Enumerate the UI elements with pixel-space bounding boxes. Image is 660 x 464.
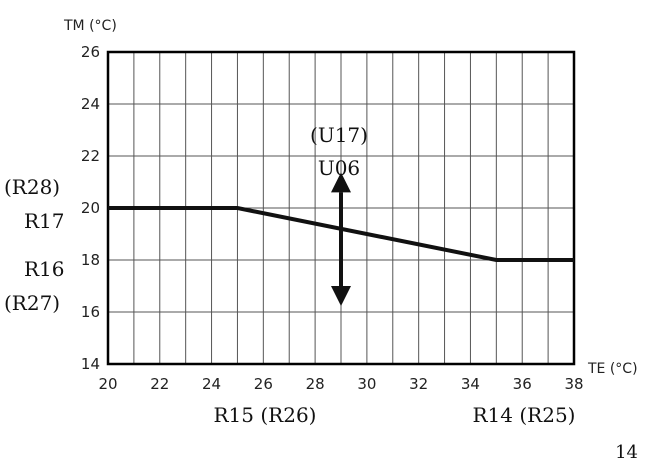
page-number: 14 [615,442,638,463]
annotation-r28: (R28) [4,175,60,199]
annotation-r14-r25: R14 (R25) [473,403,576,427]
y-tick-labels: 14 16 18 20 22 24 26 [81,43,100,373]
series-line [108,206,574,262]
y-tick-label: 16 [81,303,100,321]
x-tick-label: 34 [461,375,480,393]
x-tick-label: 36 [513,375,532,393]
x-axis-title: TE (°C) [587,361,638,377]
x-tick-label: 24 [202,375,221,393]
annotation-u17: (U17) [310,123,368,147]
y-axis-title: TM (°C) [63,18,117,34]
y-tick-label: 14 [81,355,100,373]
arrow-head-up [331,172,351,193]
x-tick-label: 20 [98,375,117,393]
y-tick-label: 26 [81,43,100,61]
x-tick-labels: 20 22 24 26 28 30 32 34 36 38 [98,375,583,393]
x-tick-label: 22 [150,375,169,393]
y-tick-label: 24 [81,95,100,113]
y-tick-label: 18 [81,251,100,269]
x-tick-label: 32 [409,375,428,393]
annotation-r17: R17 [24,209,65,233]
x-tick-label: 38 [564,375,583,393]
x-tick-label: 28 [306,375,325,393]
adjust-arrow [331,172,351,306]
y-tick-label: 20 [81,199,100,217]
annotation-r27: (R27) [4,291,60,315]
annotation-r16: R16 [24,257,65,281]
y-tick-label: 22 [81,147,100,165]
annotation-r15-r26: R15 (R26) [214,403,317,427]
series-group [108,206,574,262]
x-tick-label: 30 [357,375,376,393]
arrow-head-down [331,286,351,306]
x-tick-label: 26 [254,375,273,393]
annotation-u06: U06 [318,156,360,180]
